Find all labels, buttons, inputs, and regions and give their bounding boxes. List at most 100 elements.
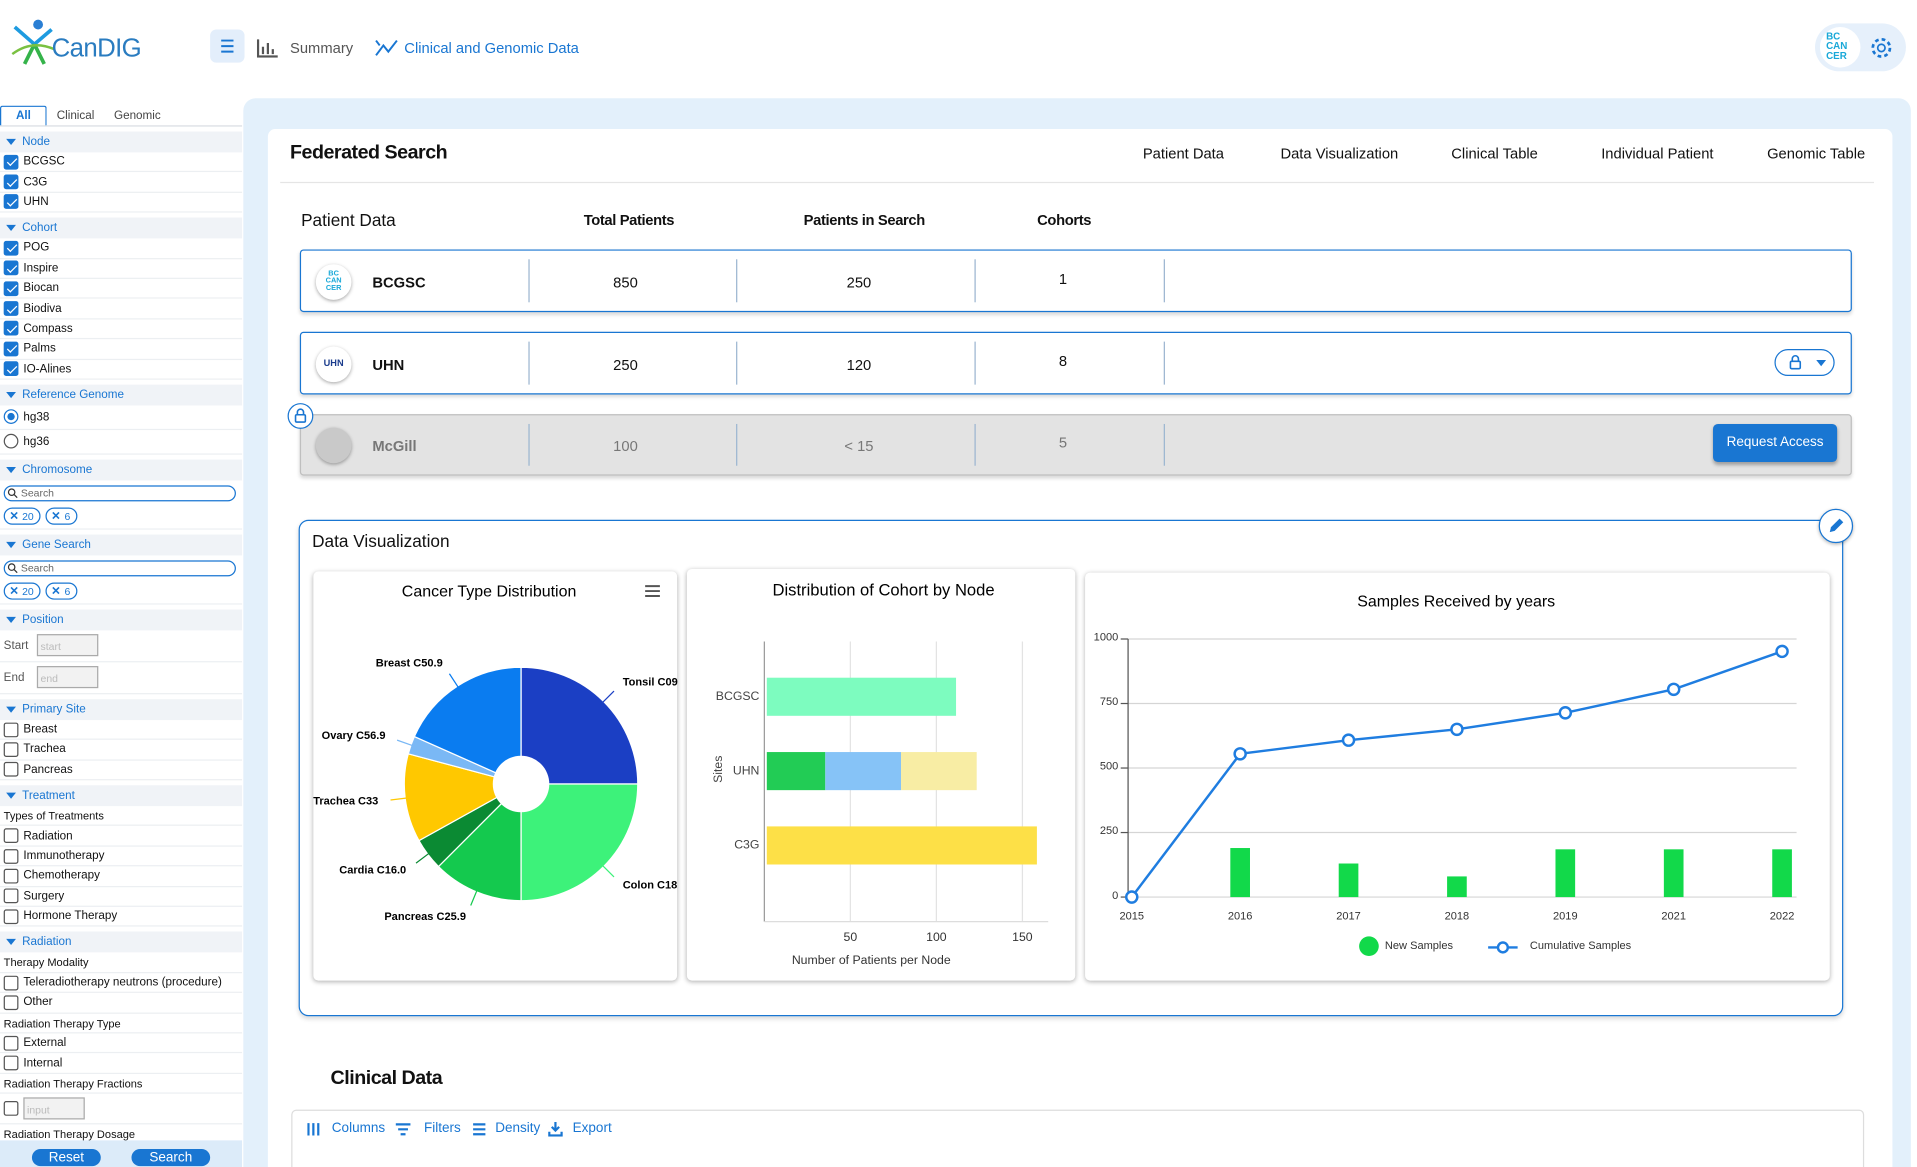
search-input[interactable]: Search — [3, 485, 236, 502]
settings-icon[interactable] — [1869, 36, 1894, 61]
filter-group-label: Therapy Modality — [0, 953, 243, 974]
toolbar-button[interactable]: Columns — [331, 1120, 386, 1136]
field-input[interactable]: start — [36, 634, 99, 657]
checkbox[interactable] — [3, 361, 19, 377]
legend-marker — [1496, 941, 1510, 954]
checkbox[interactable] — [3, 848, 19, 864]
chart-title: Samples Received by years — [1357, 593, 1555, 610]
filter-tab[interactable]: Genomic — [113, 108, 161, 123]
field-input[interactable]: end — [36, 666, 99, 689]
chip-remove-icon[interactable] — [10, 587, 19, 596]
checkbox[interactable] — [3, 975, 19, 990]
chart-title: Cancer Type Distribution — [402, 584, 577, 601]
checkbox-item: Other — [0, 993, 243, 1014]
reset-button[interactable]: Reset — [31, 1148, 101, 1167]
checkbox[interactable] — [3, 1101, 19, 1116]
checkbox-item: Biodiva — [0, 299, 243, 320]
filter-section-header: Primary Site — [0, 699, 243, 720]
text-input[interactable]: input — [23, 1097, 85, 1120]
toolbar-button[interactable]: Filters — [423, 1120, 461, 1136]
clinical-table — [291, 1109, 1865, 1167]
slice-label: Ovary C56.9 — [322, 730, 386, 742]
cell-value: 250 — [613, 355, 638, 373]
y-tick-label: C3G — [734, 838, 759, 852]
edit-button[interactable] — [1818, 508, 1854, 544]
chip-remove-icon[interactable] — [52, 512, 61, 521]
chip-label: 20 — [22, 509, 34, 523]
filter-tab[interactable]: All — [0, 105, 47, 126]
filter-section-header: Position — [0, 609, 243, 631]
checkbox[interactable] — [3, 301, 19, 316]
checkbox-label: Biodiva — [23, 301, 62, 316]
section-tab[interactable]: Genomic Table — [1767, 145, 1866, 163]
search-icon — [7, 488, 18, 499]
radio-button[interactable] — [3, 409, 19, 425]
checkbox[interactable] — [3, 174, 19, 190]
chart-menu-icon[interactable] — [645, 585, 660, 597]
checkbox[interactable] — [3, 868, 19, 884]
x-tick-label: 150 — [1012, 930, 1033, 944]
column-header: Patient Data — [301, 210, 396, 230]
filter-section-header: Treatment — [0, 785, 243, 807]
line-point — [1341, 733, 1356, 747]
node-logo — [315, 427, 352, 464]
chip-remove-icon[interactable] — [10, 512, 19, 521]
checkbox-item: Biocan — [0, 279, 243, 300]
divider — [280, 181, 1874, 184]
checkbox-label: Palms — [23, 342, 56, 356]
checkbox[interactable] — [3, 742, 19, 757]
checkbox[interactable] — [3, 828, 19, 844]
leader-line — [390, 797, 411, 801]
checkbox-label: IO-Alines — [23, 362, 72, 376]
section-tab[interactable]: Individual Patient — [1601, 145, 1714, 163]
checkbox[interactable] — [3, 1055, 19, 1071]
checkbox-label: Other — [23, 995, 53, 1010]
y-tick-label: 0 — [1112, 890, 1118, 902]
x-tick-label: 100 — [926, 930, 947, 944]
section-tab[interactable]: Clinical Table — [1451, 145, 1538, 163]
chip-label: 6 — [64, 509, 71, 523]
x-tick-label: 2022 — [1770, 911, 1795, 923]
chip: 20 — [3, 507, 42, 525]
filter-tab[interactable]: Clinical — [56, 108, 95, 123]
access-dropdown[interactable] — [1774, 348, 1835, 377]
radio-button[interactable] — [3, 434, 19, 450]
checkbox[interactable] — [3, 194, 19, 210]
search-input[interactable]: Search — [3, 560, 236, 577]
section-tab[interactable]: Patient Data — [1142, 145, 1224, 163]
section-tab[interactable]: Data Visualization — [1280, 145, 1399, 163]
badge-logo — [1819, 27, 1861, 68]
column-header: Patients in Search — [803, 211, 926, 229]
leader-line — [415, 850, 433, 864]
checkbox[interactable] — [3, 321, 19, 336]
slice-label: Colon C18 — [623, 880, 678, 892]
checkbox[interactable] — [3, 1035, 19, 1051]
checkbox[interactable] — [3, 995, 19, 1010]
nav-link[interactable]: Clinical and Genomic Data — [404, 39, 579, 57]
checkbox[interactable] — [3, 888, 19, 904]
checkbox[interactable] — [3, 909, 19, 924]
y-tick-label: UHN — [733, 763, 760, 777]
checkbox[interactable] — [3, 260, 19, 276]
toolbar-button[interactable]: Density — [495, 1120, 541, 1136]
column-separator — [974, 259, 976, 303]
search-button[interactable]: Search — [131, 1148, 211, 1167]
checkbox[interactable] — [3, 240, 19, 256]
checkbox[interactable] — [3, 341, 19, 357]
table-row: BC CAN CER BCGSC 850 250 1 — [299, 249, 1852, 313]
x-tick-label: 2019 — [1553, 911, 1578, 923]
checkbox[interactable] — [3, 722, 19, 737]
checkbox[interactable] — [3, 762, 19, 778]
request-access-button[interactable]: Request Access — [1713, 423, 1838, 463]
cell-value: 120 — [846, 355, 872, 373]
toolbar-button[interactable]: Export — [572, 1120, 612, 1136]
account-badge[interactable]: BC CAN CER — [1815, 23, 1906, 72]
nav-link[interactable]: Summary — [290, 39, 354, 57]
slice-label: Cardia C16.0 — [339, 864, 406, 876]
checkbox[interactable] — [3, 280, 19, 296]
checkbox[interactable] — [3, 154, 19, 170]
chip-remove-icon[interactable] — [52, 587, 61, 596]
menu-button[interactable] — [210, 29, 245, 63]
